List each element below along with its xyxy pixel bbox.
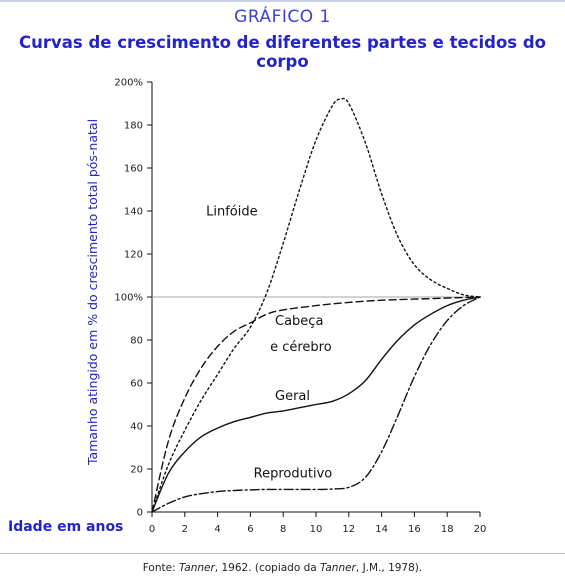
top-rule (0, 0, 565, 2)
y-tick-label: 60 (130, 379, 143, 390)
y-tick-group: 0 20 40 60 80 100% 120 140 160 180 200% (114, 78, 152, 519)
y-axis-label: Tamanho atingido em % do crescimento tot… (85, 119, 100, 466)
x-tick-label: 6 (247, 524, 253, 535)
series-label-cabeca-e-cerebro-line2: e cérebro (270, 340, 332, 355)
x-tick-label: 20 (474, 524, 487, 535)
source-author-1: Tanner (178, 562, 215, 574)
y-tick-label: 180 (124, 121, 143, 132)
x-tick-label: 16 (408, 524, 421, 535)
y-tick-label: 140 (124, 207, 143, 218)
series-label-linfoide: Linfóide (206, 204, 258, 219)
chart-kicker: GRÁFICO 1 (234, 7, 331, 27)
source-suffix: , J.M., 1978). (355, 562, 423, 574)
chart-title: Curvas de crescimento de diferentes part… (19, 33, 546, 71)
y-tick-label: 20 (130, 465, 143, 476)
x-tick-label: 14 (375, 524, 388, 535)
series-label-geral: Geral (275, 389, 310, 404)
series-line-geral (151, 296, 481, 513)
source-note: Fonte: Tanner, 1962. (copiado da Tanner,… (0, 562, 565, 574)
x-tick-label: 2 (182, 524, 188, 535)
x-tick-group: 0 2 4 6 8 10 12 14 16 18 20 (149, 512, 487, 535)
series-label-reprodutivo: Reprodutivo (254, 467, 333, 482)
x-tick-label: 0 (149, 524, 155, 535)
source-middle: , 1962. (copiado da (214, 562, 321, 574)
curve-label-group: Linfóide Cabeça e cérebro Geral Reprodutivo (206, 204, 332, 481)
series-line-linfoide (151, 97, 481, 513)
growth-chart: 0 20 40 60 80 100% 120 140 160 180 200% 0 2 4 6 8 10 12 1… (8, 78, 487, 536)
series-label-cabeca-e-cerebro: Cabeça (275, 314, 323, 329)
x-tick-label: 18 (441, 524, 454, 535)
y-tick-label: 120 (124, 250, 143, 261)
series-line-reprodutivo (151, 296, 481, 513)
header-band (0, 2, 565, 62)
y-tick-label: 160 (124, 164, 143, 175)
x-tick-label: 12 (342, 524, 355, 535)
y-tick-label: 80 (130, 336, 143, 347)
curve-group (151, 97, 481, 513)
x-tick-label: 4 (214, 524, 220, 535)
y-tick-label: 0 (137, 508, 143, 519)
source-author-2: Tanner (320, 562, 356, 574)
y-tick-label: 100% (114, 293, 143, 304)
y-tick-label: 40 (130, 422, 143, 433)
x-tick-label: 8 (280, 524, 286, 535)
x-tick-label: 10 (310, 524, 323, 535)
source-prefix: Fonte: (142, 562, 179, 574)
series-line-cabeca-e-cerebro (151, 296, 481, 513)
x-axis-label: Idade em anos (8, 519, 123, 535)
bottom-rule (0, 553, 565, 554)
y-tick-label: 200% (114, 78, 143, 89)
